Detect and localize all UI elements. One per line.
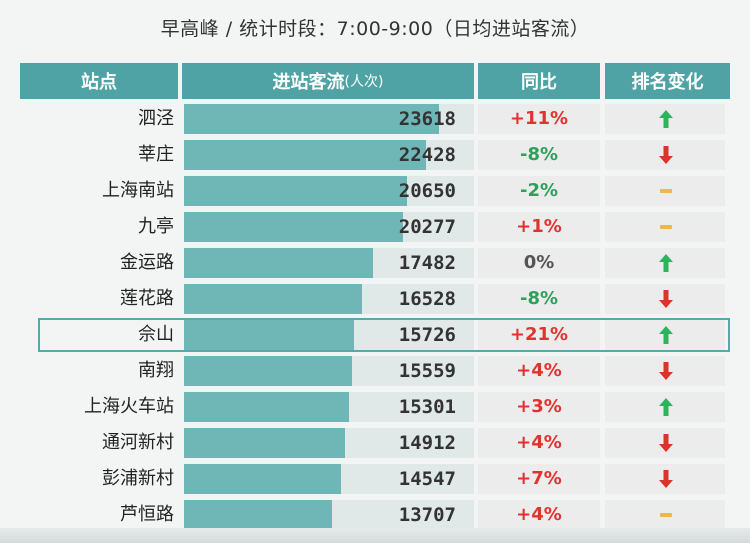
station-name: 彭浦新村 xyxy=(102,468,174,489)
table-row: 金运路 17482 0% xyxy=(0,245,750,281)
yoy-value: -8% xyxy=(478,140,600,170)
flow-bar xyxy=(184,320,354,350)
yoy-value: +4% xyxy=(478,428,600,458)
table-row: 九亭 20277 +1% xyxy=(0,209,750,245)
station-name: 佘山 xyxy=(138,324,174,345)
header-flow-label: 进站客流 xyxy=(272,72,345,93)
table-row: 南翔 15559 +4% xyxy=(0,353,750,389)
station-name: 金运路 xyxy=(120,252,174,273)
station-name: 通河新村 xyxy=(102,432,174,453)
header-flow: 进站客流 (人次) xyxy=(182,63,474,99)
yoy-value: +4% xyxy=(478,500,600,530)
station-name: 莘庄 xyxy=(138,144,174,165)
arrow-up-icon xyxy=(659,326,673,344)
flow-bar xyxy=(184,212,403,242)
arrow-down-icon xyxy=(659,362,673,380)
yoy-value: +3% xyxy=(478,392,600,422)
flow-value: 23618 xyxy=(398,108,456,130)
flow-value: 13707 xyxy=(398,504,456,526)
flow-value: 15301 xyxy=(398,396,456,418)
flow-value: 20650 xyxy=(398,180,456,202)
flow-bar xyxy=(184,176,407,206)
dash-icon xyxy=(660,513,672,517)
station-name: 芦恒路 xyxy=(120,504,174,525)
arrow-down-icon xyxy=(659,434,673,452)
rank-change xyxy=(605,464,725,494)
flow-bar xyxy=(184,104,439,134)
flow-bar xyxy=(184,284,362,314)
station-name: 泗泾 xyxy=(138,108,174,129)
flow-bar xyxy=(184,248,373,278)
station-name: 南翔 xyxy=(138,360,174,381)
header-station-label: 站点 xyxy=(81,72,117,93)
header-rank: 排名变化 xyxy=(605,63,730,99)
flow-value: 16528 xyxy=(398,288,456,310)
table-row: 彭浦新村 14547 +7% xyxy=(0,461,750,497)
rank-change xyxy=(605,500,725,530)
station-name: 上海火车站 xyxy=(84,396,174,417)
chart-subtitle: 早高峰 / 统计时段：7:00-9:00（日均进站客流） xyxy=(160,18,590,40)
header-yoy-label: 同比 xyxy=(521,72,557,93)
station-name: 九亭 xyxy=(138,216,174,237)
rank-change xyxy=(605,428,725,458)
rank-change xyxy=(605,176,725,206)
arrow-down-icon xyxy=(659,290,673,308)
station-name: 莲花路 xyxy=(120,288,174,309)
rank-change xyxy=(605,104,725,134)
flow-bar xyxy=(184,392,349,422)
rank-change xyxy=(605,284,725,314)
arrow-down-icon xyxy=(659,470,673,488)
header-station: 站点 xyxy=(20,63,178,99)
table-row: 通河新村 14912 +4% xyxy=(0,425,750,461)
station-name: 上海南站 xyxy=(102,180,174,201)
yoy-value: 0% xyxy=(478,248,600,278)
flow-value: 15559 xyxy=(398,360,456,382)
flow-value: 22428 xyxy=(398,144,456,166)
rank-change xyxy=(605,392,725,422)
arrow-up-icon xyxy=(659,398,673,416)
flow-bar xyxy=(184,356,352,386)
yoy-value: +7% xyxy=(478,464,600,494)
arrow-up-icon xyxy=(659,254,673,272)
next-row-partial xyxy=(0,528,750,543)
yoy-value: +11% xyxy=(478,104,600,134)
table-row: 上海南站 20650 -2% xyxy=(0,173,750,209)
rank-change xyxy=(605,320,725,350)
table-row: 莲花路 16528 -8% xyxy=(0,281,750,317)
flow-value: 14547 xyxy=(398,468,456,490)
arrow-up-icon xyxy=(659,110,673,128)
flow-bar xyxy=(184,140,426,170)
dash-icon xyxy=(660,189,672,193)
rank-change xyxy=(605,356,725,386)
rank-change xyxy=(605,212,725,242)
yoy-value: +21% xyxy=(478,320,600,350)
arrow-down-icon xyxy=(659,146,673,164)
flow-value: 14912 xyxy=(398,432,456,454)
yoy-value: +4% xyxy=(478,356,600,386)
flow-value: 15726 xyxy=(398,324,456,346)
highlight-row-frame xyxy=(38,318,730,352)
table-row: 佘山 15726 +21% xyxy=(0,317,750,353)
flow-value: 20277 xyxy=(398,216,456,238)
header-flow-unit: (人次) xyxy=(344,74,384,90)
yoy-value: -2% xyxy=(478,176,600,206)
flow-bar xyxy=(184,500,332,530)
table-row: 泗泾 23618 +11% xyxy=(0,101,750,137)
yoy-value: -8% xyxy=(478,284,600,314)
yoy-value: +1% xyxy=(478,212,600,242)
rank-change xyxy=(605,248,725,278)
flow-bar xyxy=(184,428,345,458)
rank-change xyxy=(605,140,725,170)
header-yoy: 同比 xyxy=(478,63,600,99)
table-row: 芦恒路 13707 +4% xyxy=(0,497,750,533)
table-row: 莘庄 22428 -8% xyxy=(0,137,750,173)
header-rank-label: 排名变化 xyxy=(631,72,704,93)
dash-icon xyxy=(660,225,672,229)
table-row: 上海火车站 15301 +3% xyxy=(0,389,750,425)
flow-value: 17482 xyxy=(398,252,456,274)
flow-bar xyxy=(184,464,341,494)
